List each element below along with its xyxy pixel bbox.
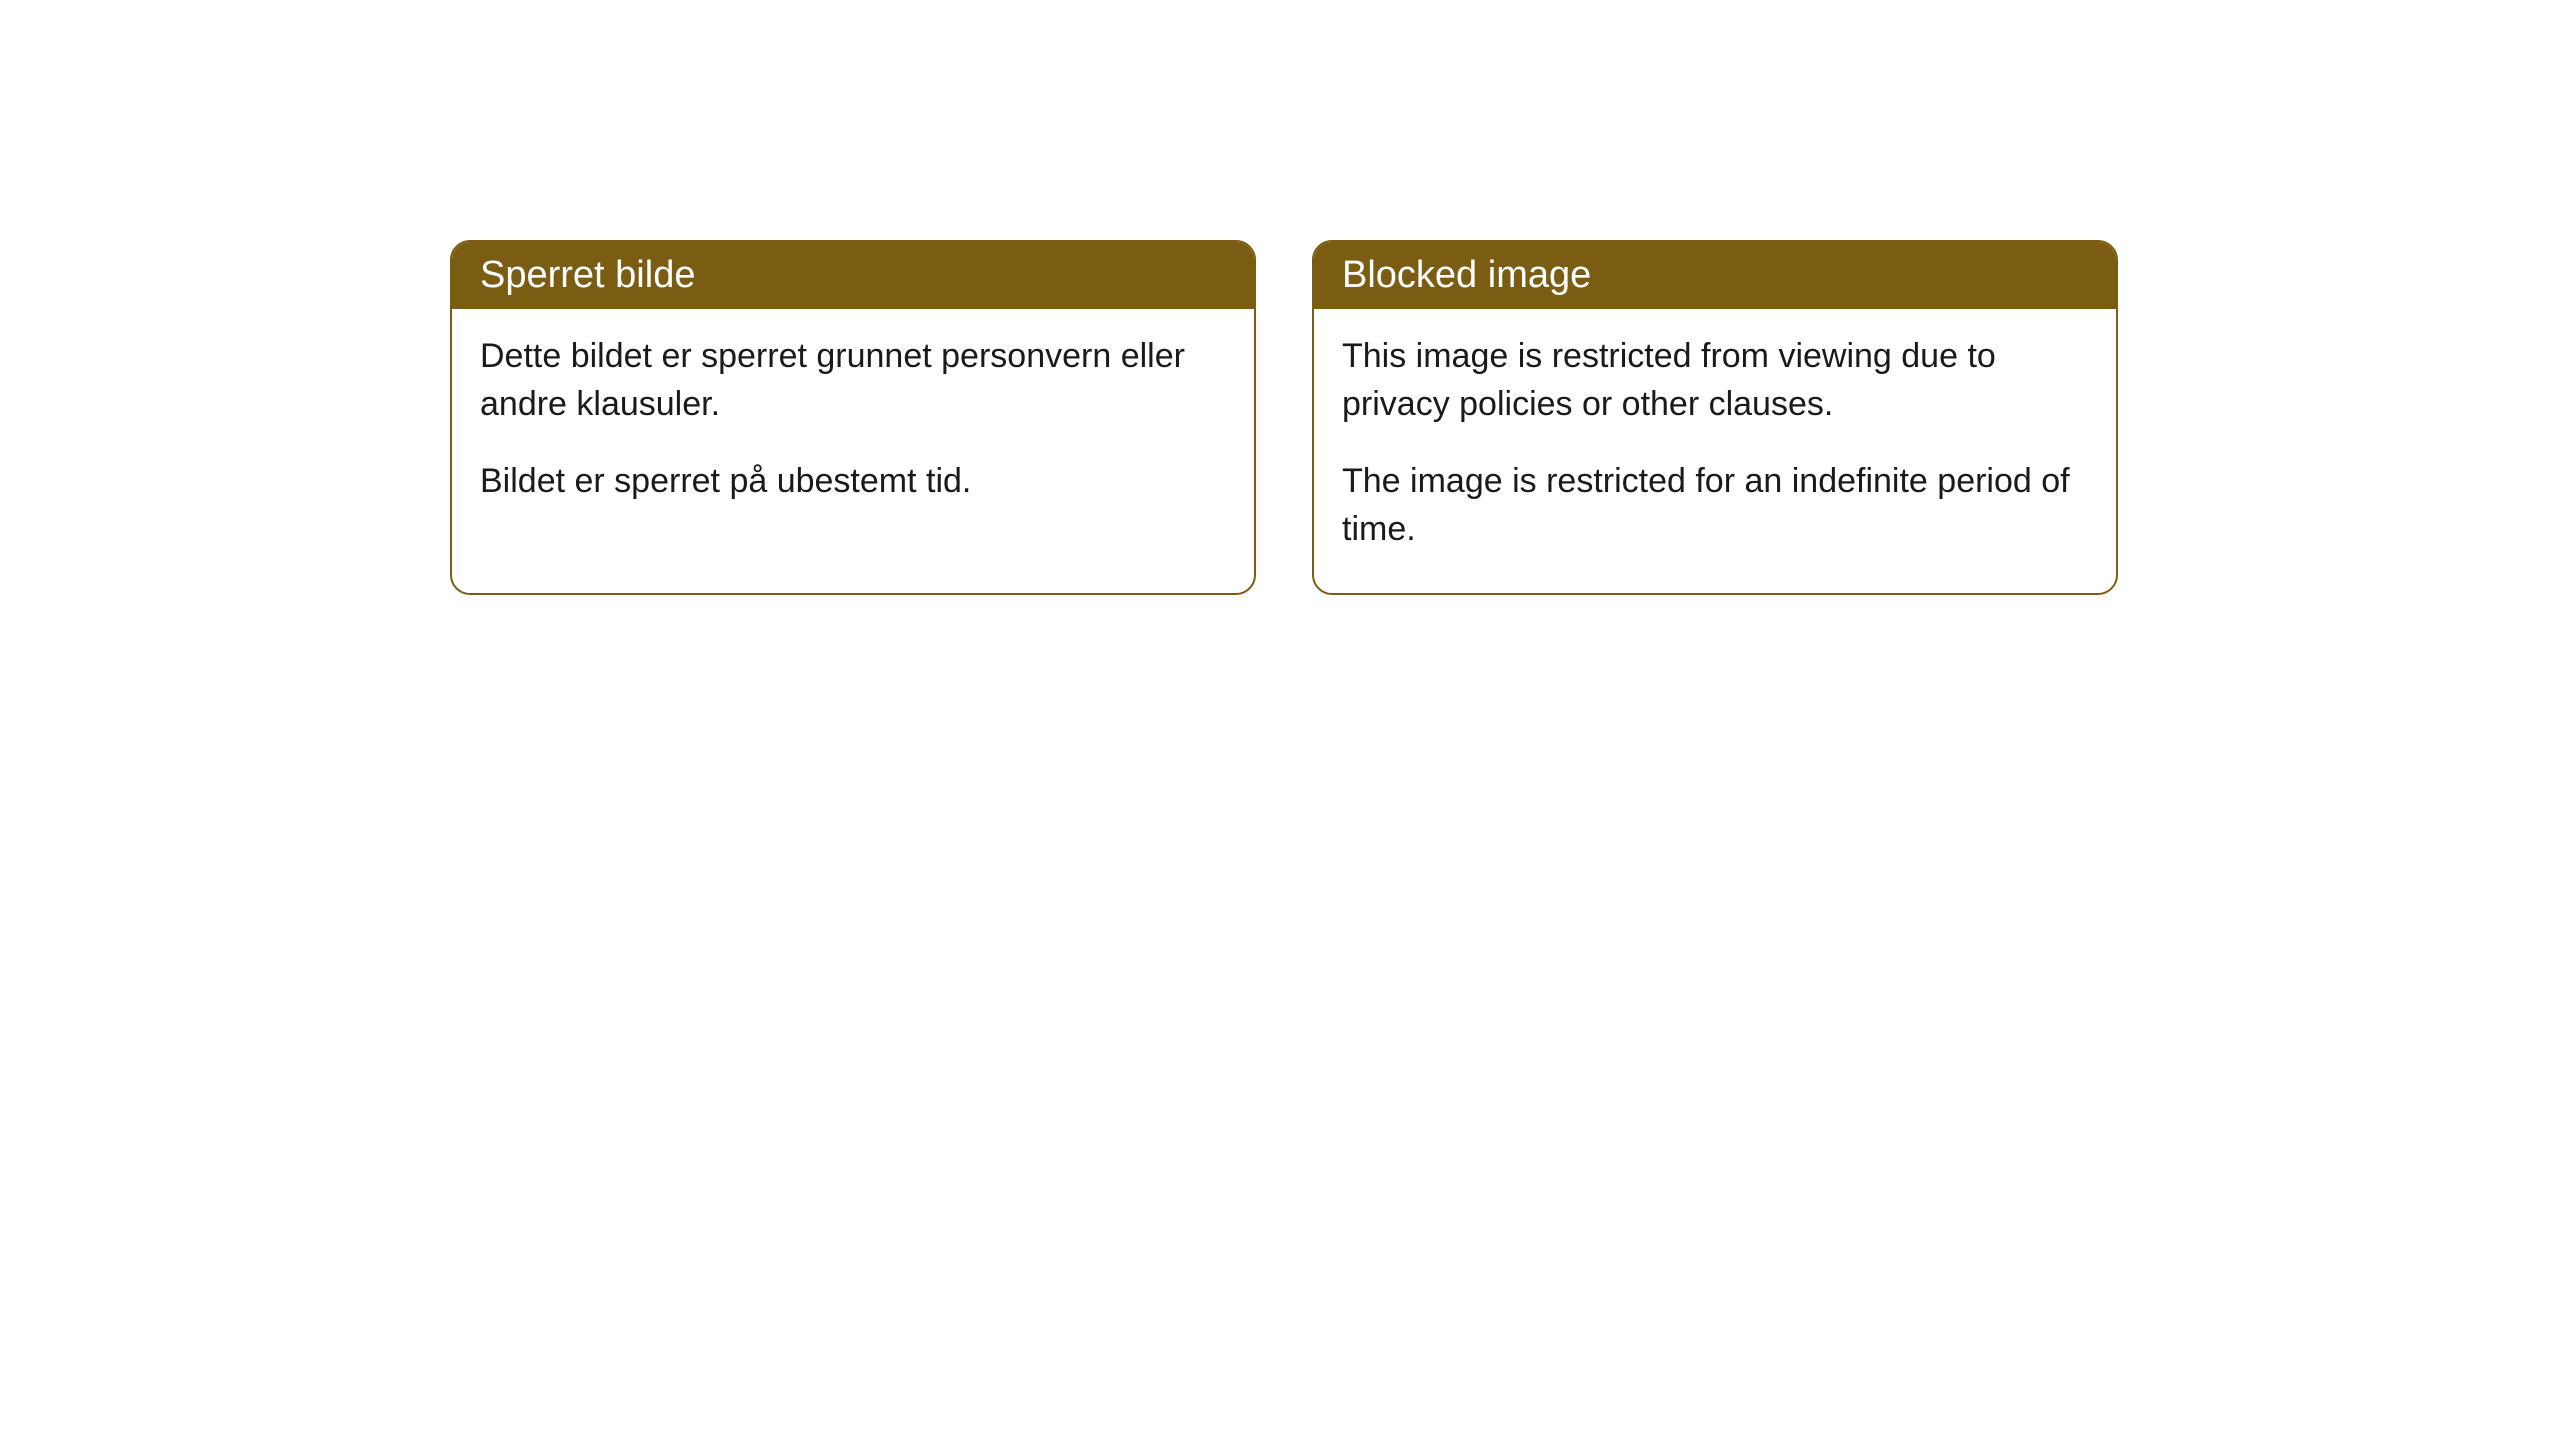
notice-cards-container: Sperret bilde Dette bildet er sperret gr…: [450, 240, 2118, 595]
notice-card-english: Blocked image This image is restricted f…: [1312, 240, 2118, 595]
notice-card-norwegian: Sperret bilde Dette bildet er sperret gr…: [450, 240, 1256, 595]
card-header-norwegian: Sperret bilde: [452, 242, 1254, 309]
card-text-line2: Bildet er sperret på ubestemt tid.: [480, 458, 1226, 506]
card-body-norwegian: Dette bildet er sperret grunnet personve…: [452, 309, 1254, 546]
card-text-line2: The image is restricted for an indefinit…: [1342, 458, 2088, 553]
card-header-english: Blocked image: [1314, 242, 2116, 309]
card-body-english: This image is restricted from viewing du…: [1314, 309, 2116, 593]
card-text-line1: This image is restricted from viewing du…: [1342, 333, 2088, 428]
card-text-line1: Dette bildet er sperret grunnet personve…: [480, 333, 1226, 428]
